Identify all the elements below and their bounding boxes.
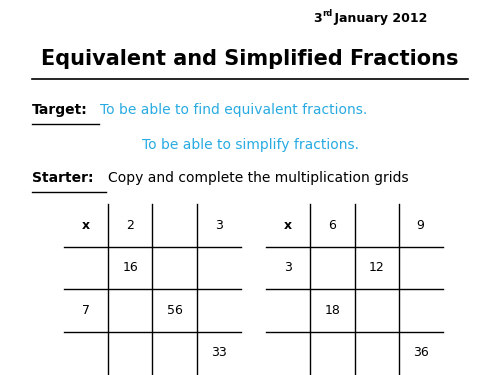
Text: 36: 36 [413, 346, 428, 359]
Text: To be able to find equivalent fractions.: To be able to find equivalent fractions. [100, 102, 368, 117]
Text: rd: rd [322, 9, 332, 18]
Text: January 2012: January 2012 [330, 12, 428, 25]
Text: 3: 3 [214, 219, 222, 232]
Text: 18: 18 [324, 304, 340, 317]
Text: 2: 2 [126, 219, 134, 232]
Text: 9: 9 [416, 219, 424, 232]
Text: 33: 33 [211, 346, 226, 359]
Text: 6: 6 [328, 219, 336, 232]
Text: 3: 3 [284, 261, 292, 274]
Text: x: x [82, 219, 90, 232]
Text: 56: 56 [166, 304, 182, 317]
Text: x: x [284, 219, 292, 232]
Text: Copy and complete the multiplication grids: Copy and complete the multiplication gri… [108, 171, 409, 185]
Text: Target:: Target: [32, 102, 88, 117]
Text: 16: 16 [122, 261, 138, 274]
Text: Equivalent and Simplified Fractions: Equivalent and Simplified Fractions [41, 49, 459, 69]
Text: 7: 7 [82, 304, 90, 317]
Text: To be able to simplify fractions.: To be able to simplify fractions. [142, 138, 358, 152]
Text: 3: 3 [312, 12, 322, 25]
Text: Starter:: Starter: [32, 171, 93, 185]
Text: 12: 12 [368, 261, 384, 274]
